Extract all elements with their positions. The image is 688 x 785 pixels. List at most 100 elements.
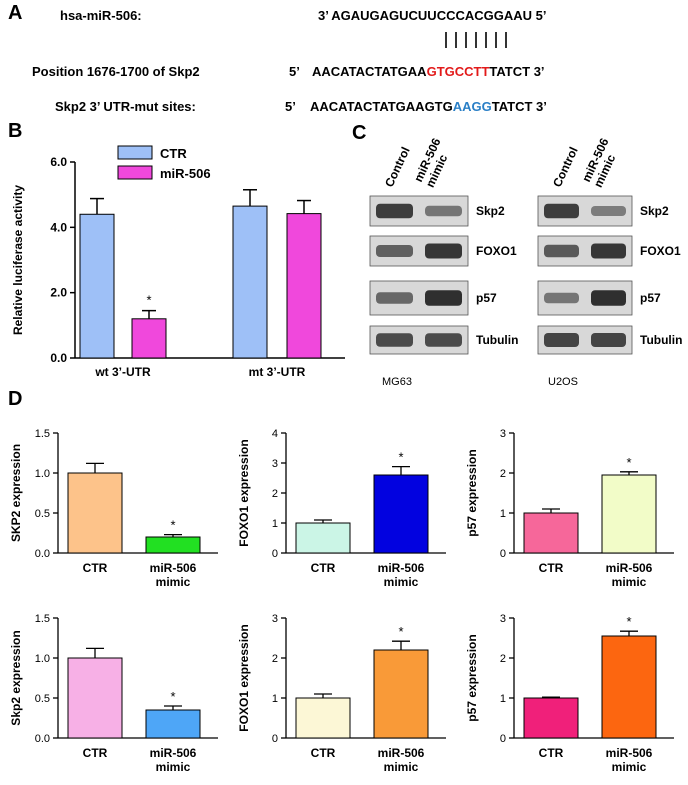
mirna-sequence: 3’ AGAUGAGUCUUCCCACGGAAU 5’ [318, 8, 547, 23]
wt-sequence: AACATACTATGAAGTGCCTTTATCT 3’ [312, 64, 545, 79]
significance-mark: * [398, 450, 403, 465]
y-tick-label: 2 [500, 653, 506, 665]
y-tick-label: 1 [500, 693, 506, 705]
bar [67, 472, 123, 554]
y-tick-label: 0.5 [35, 693, 50, 705]
bar [295, 522, 351, 554]
y-tick-label: 0.0 [50, 351, 67, 365]
y-axis-label: FOXO1 expression [237, 624, 251, 731]
chart-d4: 0.0 0.5 1.0 1.5 Skp2 expression CTR * miR-506 mi… [9, 613, 218, 774]
blot-band [376, 245, 413, 257]
blot-row-label: FOXO1 [476, 244, 517, 258]
chart-d5: 0 1 2 3 FOXO1 expression CTR * miR-506 mimic [237, 613, 446, 774]
y-axis-label: SKP2 expression [9, 444, 23, 542]
base-pairing-lines [445, 32, 507, 48]
mut-prefix: 5’ [285, 99, 296, 114]
x-category-label: miR-506 mimic [378, 561, 425, 589]
blot-band [425, 243, 462, 259]
chart-d2: 0 1 2 3 4 FOXO1 expression CTR * miR-506 mimic [237, 428, 446, 589]
y-tick-label: 3 [500, 613, 506, 625]
x-category-label: CTR [83, 561, 108, 575]
y-tick-label: 0 [500, 548, 506, 560]
panel-a-letter: A [8, 2, 23, 24]
chart-d1: 0.0 0.5 1.0 1.5 SKP2 expression CTR * miR-506 mi… [9, 428, 218, 589]
bar [145, 536, 201, 554]
panel-d-letter: D [8, 388, 23, 410]
cell-line-label: U2OS [548, 376, 578, 388]
y-axis-label: p57 expression [465, 634, 479, 721]
panel-c-letter: C [352, 122, 367, 144]
x-category-label: miR-506 mimic [378, 746, 425, 774]
seed-region: GTGCCTT [426, 64, 490, 79]
x-category-label: wt 3’-UTR [94, 365, 151, 379]
bar [145, 709, 201, 739]
y-tick-label: 1.0 [35, 653, 50, 665]
y-tick-label: 1 [500, 508, 506, 520]
blot-band [591, 290, 626, 306]
x-category-label: CTR [311, 561, 336, 575]
blot-row-label: Skp2 [476, 204, 505, 218]
wt-prefix: 5’ [289, 64, 300, 79]
blot-band [376, 333, 413, 347]
mut-seq-part-a: AACATACTATGAAGTG [310, 99, 453, 114]
wt-seq-part-c: TATCT 3’ [489, 64, 545, 79]
blot-band [376, 203, 413, 219]
blot-row-label: Tubulin [640, 333, 682, 347]
x-category-label: miR-506 mimic [606, 746, 653, 774]
bar [295, 697, 351, 739]
y-tick-label: 2.0 [50, 286, 67, 300]
y-tick-label: 3 [272, 613, 278, 625]
legend-swatch [117, 165, 153, 180]
y-tick-label: 6.0 [50, 155, 67, 169]
wt-seq-part-a: AACATACTATGAA [312, 64, 427, 79]
significance-mark: * [170, 518, 175, 533]
y-tick-label: 0.0 [35, 548, 50, 560]
blot-row-label: p57 [476, 291, 497, 305]
x-category-label: CTR [83, 746, 108, 760]
bar [523, 512, 579, 554]
y-tick-label: 2 [272, 488, 278, 500]
y-tick-label: 0.5 [35, 508, 50, 520]
mutated-region: AAGG [452, 99, 492, 114]
y-tick-label: 4 [272, 428, 278, 440]
y-tick-label: 1 [272, 693, 278, 705]
y-axis-label: Skp2 expression [9, 630, 23, 725]
lane-label-mimic: miR-506mimic [579, 136, 623, 190]
y-tick-label: 1.0 [35, 468, 50, 480]
bar [601, 474, 657, 554]
y-axis-label: FOXO1 expression [237, 439, 251, 546]
x-category-label: miR-506 mimic [150, 561, 197, 589]
mirna-label: hsa-miR-506: [60, 8, 142, 23]
blot-band [425, 205, 462, 217]
cell-line-label: MG63 [382, 376, 412, 388]
blot-band [544, 292, 579, 304]
bar [286, 213, 322, 359]
x-category-label: CTR [311, 746, 336, 760]
y-tick-label: 0 [272, 548, 278, 560]
significance-mark: * [626, 614, 631, 629]
blot-band [591, 333, 626, 347]
blot-band [544, 244, 579, 258]
bar [523, 697, 579, 739]
mut-seq-part-c: TATCT 3’ [491, 99, 547, 114]
mut-sites-label: Skp2 3’ UTR-mut sites: [55, 99, 196, 114]
y-axis-label: p57 expression [465, 449, 479, 536]
blot-row-label: FOXO1 [640, 244, 681, 258]
y-tick-label: 3 [500, 428, 506, 440]
lane-label-control: Control [382, 145, 413, 190]
blot-band [425, 290, 462, 306]
bar [601, 635, 657, 739]
chart-d6: 0 1 2 3 p57 expression CTR * miR-506 mimic [465, 613, 674, 774]
mut-sequence: AACATACTATGAAGTGAAGGTATCT 3’ [310, 99, 547, 114]
bar [232, 205, 268, 359]
blot-row-label: Skp2 [640, 204, 669, 218]
bar [67, 657, 123, 739]
y-axis-label: Relative luciferase activity [11, 185, 25, 335]
significance-mark: * [398, 624, 403, 639]
y-tick-label: 3 [272, 458, 278, 470]
significance-mark: * [146, 293, 151, 308]
blot-band [544, 333, 579, 347]
y-tick-label: 1.5 [35, 428, 50, 440]
y-tick-label: 1 [272, 518, 278, 530]
significance-mark: * [170, 689, 175, 704]
